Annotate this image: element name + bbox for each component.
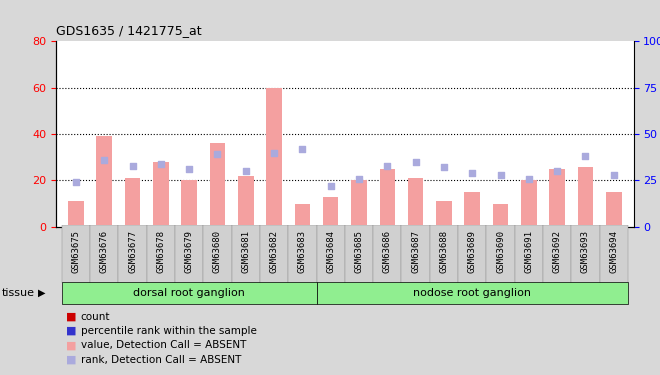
Bar xyxy=(549,169,565,227)
Bar xyxy=(62,282,317,304)
Bar xyxy=(294,204,310,227)
Bar xyxy=(232,225,260,283)
Text: GSM63679: GSM63679 xyxy=(185,230,193,273)
Point xyxy=(467,170,478,176)
Bar xyxy=(345,225,373,283)
Bar xyxy=(323,197,339,227)
Bar xyxy=(521,180,537,227)
Text: tissue: tissue xyxy=(1,288,34,298)
Point xyxy=(354,176,364,181)
Bar xyxy=(210,143,225,227)
Bar xyxy=(606,192,622,227)
Bar xyxy=(317,282,628,304)
Bar xyxy=(175,225,203,283)
Text: GSM63694: GSM63694 xyxy=(609,230,618,273)
Bar xyxy=(408,178,424,227)
Text: GSM63684: GSM63684 xyxy=(326,230,335,273)
Text: ■: ■ xyxy=(66,326,77,336)
Point xyxy=(495,172,506,178)
Text: value, Detection Call = ABSENT: value, Detection Call = ABSENT xyxy=(81,340,246,350)
Point xyxy=(184,166,195,172)
Point xyxy=(325,183,336,189)
Point xyxy=(240,168,251,174)
Bar xyxy=(351,180,367,227)
Text: GSM63676: GSM63676 xyxy=(100,230,109,273)
Bar xyxy=(96,136,112,227)
Bar xyxy=(373,225,401,283)
Text: GSM63693: GSM63693 xyxy=(581,230,590,273)
Text: GSM63680: GSM63680 xyxy=(213,230,222,273)
Point xyxy=(99,157,110,163)
Point xyxy=(297,146,308,152)
Text: GSM63686: GSM63686 xyxy=(383,230,392,273)
Bar xyxy=(317,225,345,283)
Text: GSM63681: GSM63681 xyxy=(242,230,250,273)
Bar xyxy=(543,225,572,283)
Bar xyxy=(125,178,141,227)
Bar xyxy=(430,225,458,283)
Text: ▶: ▶ xyxy=(38,288,46,298)
Text: dorsal root ganglion: dorsal root ganglion xyxy=(133,288,245,298)
Bar xyxy=(572,225,600,283)
Text: ■: ■ xyxy=(66,340,77,350)
Bar xyxy=(379,169,395,227)
Bar xyxy=(465,192,480,227)
Text: GSM63677: GSM63677 xyxy=(128,230,137,273)
Text: GSM63691: GSM63691 xyxy=(524,230,533,273)
Text: GSM63682: GSM63682 xyxy=(269,230,279,273)
Bar xyxy=(458,225,486,283)
Bar xyxy=(68,201,84,227)
Text: GSM63689: GSM63689 xyxy=(468,230,477,273)
Bar xyxy=(118,225,147,283)
Bar xyxy=(203,225,232,283)
Point xyxy=(382,163,393,169)
Text: GSM63683: GSM63683 xyxy=(298,230,307,273)
Bar xyxy=(260,225,288,283)
Point xyxy=(580,153,591,159)
Point xyxy=(269,150,279,156)
Point xyxy=(212,152,222,157)
Bar xyxy=(288,225,317,283)
Bar xyxy=(493,204,508,227)
Point xyxy=(523,176,534,181)
Text: GSM63692: GSM63692 xyxy=(552,230,562,273)
Bar xyxy=(90,225,118,283)
Point xyxy=(71,179,81,185)
Text: percentile rank within the sample: percentile rank within the sample xyxy=(81,326,256,336)
Point xyxy=(609,172,619,178)
Text: rank, Detection Call = ABSENT: rank, Detection Call = ABSENT xyxy=(81,355,241,364)
Text: ■: ■ xyxy=(66,355,77,364)
Point xyxy=(552,168,562,174)
Point xyxy=(439,165,449,171)
Bar xyxy=(436,201,451,227)
Text: GSM63688: GSM63688 xyxy=(440,230,448,273)
Bar xyxy=(62,225,90,283)
Text: GSM63685: GSM63685 xyxy=(354,230,364,273)
Text: GSM63690: GSM63690 xyxy=(496,230,505,273)
Text: GSM63678: GSM63678 xyxy=(156,230,166,273)
Bar xyxy=(515,225,543,283)
Text: nodose root ganglion: nodose root ganglion xyxy=(413,288,531,298)
Text: GSM63687: GSM63687 xyxy=(411,230,420,273)
Point xyxy=(156,161,166,167)
Bar xyxy=(147,225,175,283)
Bar xyxy=(486,225,515,283)
Text: ■: ■ xyxy=(66,312,77,322)
Point xyxy=(411,159,421,165)
Text: count: count xyxy=(81,312,110,322)
Bar xyxy=(238,176,253,227)
Point xyxy=(127,163,138,169)
Text: GDS1635 / 1421775_at: GDS1635 / 1421775_at xyxy=(56,24,202,38)
Bar xyxy=(266,88,282,227)
Text: GSM63675: GSM63675 xyxy=(71,230,81,273)
Bar xyxy=(153,162,168,227)
Bar xyxy=(182,180,197,227)
Bar xyxy=(600,225,628,283)
Bar xyxy=(578,166,593,227)
Bar xyxy=(401,225,430,283)
